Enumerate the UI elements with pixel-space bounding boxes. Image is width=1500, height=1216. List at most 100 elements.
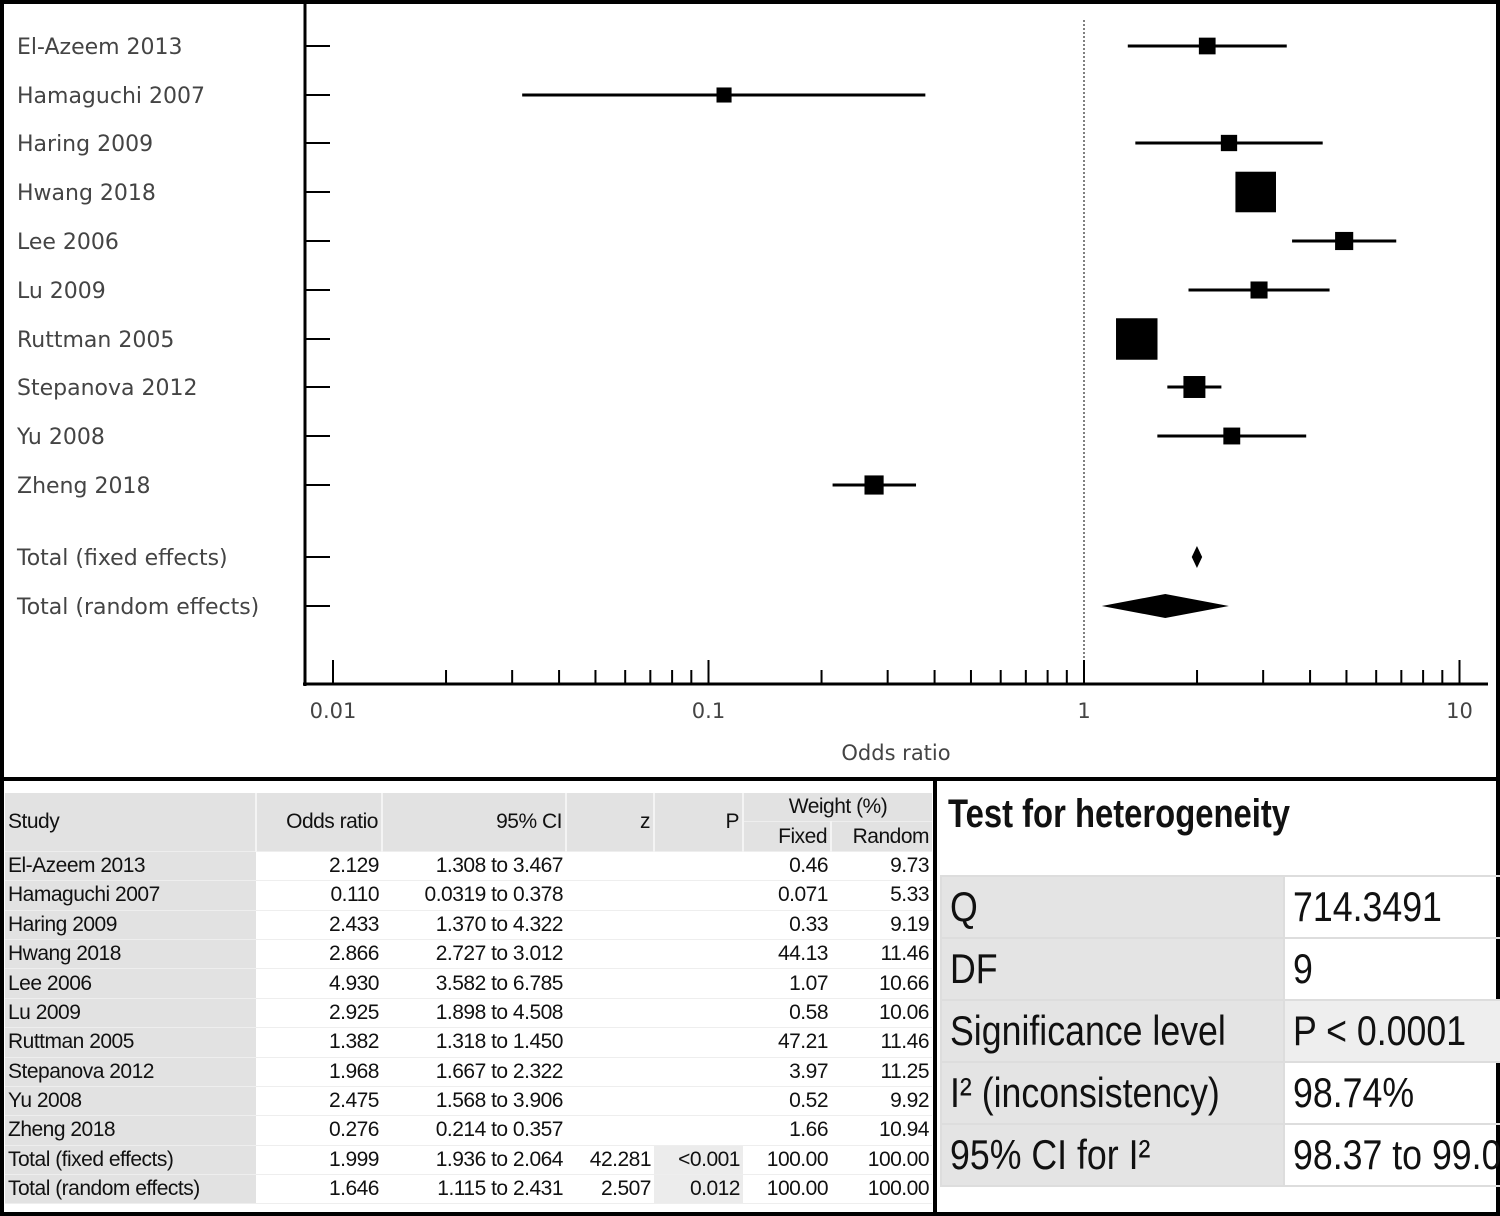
heterogeneity-key: Significance level xyxy=(950,1007,1226,1054)
pooled-diamond xyxy=(1101,594,1229,618)
table-row: Hamaguchi 2007 0.110 0.0319 to 0.378 0.071 5… xyxy=(5,880,932,911)
key-cell: Significance level xyxy=(940,999,1285,1063)
odds-ratio-cell: 0.110 xyxy=(256,880,382,911)
ci-cell: 1.318 to 1.450 xyxy=(382,1027,566,1058)
table-row: Haring 2009 2.433 1.370 to 4.322 0.33 9.19 xyxy=(5,910,932,940)
ci-cell: 2.727 to 3.012 xyxy=(382,939,566,970)
weight-random-cell: 100.00 xyxy=(831,1145,932,1176)
p-cell xyxy=(654,1086,743,1117)
study-cell: Zheng 2018 xyxy=(5,1115,256,1146)
heterogeneity-value: 714.3491 xyxy=(1292,883,1442,930)
table-row: Hwang 2018 2.866 2.727 to 3.012 44.13 11.46 xyxy=(5,939,932,970)
study-label: Hwang 2018 xyxy=(17,181,156,206)
ci-cell: 1.667 to 2.322 xyxy=(382,1057,566,1087)
ci-cell: 1.936 to 2.064 xyxy=(382,1145,566,1176)
weight-fixed-cell: 0.46 xyxy=(743,851,831,882)
heterogeneity-value: 98.74% xyxy=(1292,1069,1414,1116)
z-cell xyxy=(566,910,654,940)
value-cell: 714.3491 xyxy=(1282,875,1500,939)
heterogeneity-table: Q 714.3491 DF 9 Significance level P < 0.0001… xyxy=(940,875,1500,1187)
table-row: Zheng 2018 0.276 0.214 to 0.357 1.66 10.94 xyxy=(5,1115,932,1146)
effect-square xyxy=(1223,427,1241,445)
effect-square xyxy=(864,475,884,495)
header-z: z xyxy=(565,793,654,852)
odds-ratio-cell: 2.866 xyxy=(256,939,382,970)
total-label: Total (fixed effects) xyxy=(16,546,228,571)
value-cell: 9 xyxy=(1282,937,1500,1001)
ci-cell: 1.370 to 4.322 xyxy=(382,910,566,940)
effect-square xyxy=(1250,281,1268,299)
z-cell xyxy=(566,968,654,999)
study-label: Ruttman 2005 xyxy=(17,328,174,353)
study-label: El-Azeem 2013 xyxy=(17,35,183,60)
odds-ratio-cell: 4.930 xyxy=(256,968,382,999)
study-cell: Stepanova 2012 xyxy=(5,1057,256,1087)
heterogeneity-value: 98.37 to 99.02 xyxy=(1292,1131,1500,1178)
study-cell: El-Azeem 2013 xyxy=(5,851,256,882)
effect-square xyxy=(1183,376,1206,398)
study-label: Lee 2006 xyxy=(17,230,119,255)
z-cell xyxy=(566,939,654,970)
ci-cell: 1.898 to 4.508 xyxy=(382,998,566,1029)
ci-cell: 0.0319 to 0.378 xyxy=(382,880,566,911)
divider xyxy=(933,777,937,1216)
odds-ratio-cell: 2.129 xyxy=(256,851,382,882)
key-cell: Q xyxy=(940,875,1285,939)
p-cell xyxy=(654,998,743,1029)
table-row: Lu 2009 2.925 1.898 to 4.508 0.58 10.06 xyxy=(5,998,932,1029)
weight-random-cell: 9.73 xyxy=(831,851,932,882)
z-cell xyxy=(566,1027,654,1058)
forest-plot: 0.01 0.1 1 10 El-Azeem 2013 Hamaguchi 2007 Har… xyxy=(16,0,1488,765)
heterogeneity-value: 9 xyxy=(1292,945,1313,992)
weight-random-cell: 5.33 xyxy=(831,880,932,911)
z-cell xyxy=(566,998,654,1029)
pooled-diamond xyxy=(1191,546,1203,568)
odds-ratio-cell: 1.646 xyxy=(256,1174,382,1205)
x-tick-label: 10 xyxy=(1446,699,1473,723)
weight-fixed-cell: 1.66 xyxy=(743,1115,831,1146)
p-cell xyxy=(654,968,743,999)
heterogeneity-row: Significance level P < 0.0001 xyxy=(940,999,1500,1063)
key-cell: DF xyxy=(940,937,1285,1001)
divider xyxy=(0,777,1500,781)
weight-random-cell: 10.66 xyxy=(831,968,932,999)
heterogeneity-key: DF xyxy=(950,945,998,992)
heterogeneity-key: 95% CI for I² xyxy=(950,1131,1151,1178)
value-cell: P < 0.0001 xyxy=(1282,999,1500,1063)
weight-fixed-cell: 3.97 xyxy=(743,1057,831,1087)
heterogeneity-value: P < 0.0001 xyxy=(1292,1007,1466,1054)
p-cell: <0.001 xyxy=(654,1145,743,1176)
odds-ratio-cell: 0.276 xyxy=(256,1115,382,1146)
ci-cell: 3.582 to 6.785 xyxy=(382,968,566,999)
study-cell: Yu 2008 xyxy=(5,1086,256,1117)
weight-fixed-cell: 0.071 xyxy=(743,880,831,911)
effect-square xyxy=(1335,231,1354,251)
z-cell xyxy=(566,1086,654,1117)
heterogeneity-key: Q xyxy=(950,883,978,930)
odds-ratio-cell: 2.925 xyxy=(256,998,382,1029)
ci-cell: 1.115 to 2.431 xyxy=(382,1174,566,1205)
weight-random-cell: 10.06 xyxy=(831,998,932,1029)
effect-square xyxy=(1198,37,1216,55)
header-odds-ratio: Odds ratio xyxy=(255,793,382,852)
table-row: Ruttman 2005 1.382 1.318 to 1.450 47.21 11.4… xyxy=(5,1027,932,1058)
table-row: Lee 2006 4.930 3.582 to 6.785 1.07 10.66 xyxy=(5,968,932,999)
p-cell xyxy=(654,851,743,882)
header-ci: 95% CI xyxy=(381,793,566,852)
table-row: Total (random effects) 1.646 1.115 to 2.43… xyxy=(5,1174,932,1205)
study-cell: Lu 2009 xyxy=(5,998,256,1029)
x-tick-label: 1 xyxy=(1077,699,1090,723)
ci-cell: 1.308 to 3.467 xyxy=(382,851,566,882)
value-cell: 98.74% xyxy=(1282,1061,1500,1125)
weight-random-cell: 9.19 xyxy=(831,910,932,940)
x-tick-label: 0.1 xyxy=(692,699,725,723)
study-label: Zheng 2018 xyxy=(17,474,150,499)
table-row: Stepanova 2012 1.968 1.667 to 2.322 3.97 11.… xyxy=(5,1057,932,1087)
weight-random-cell: 11.46 xyxy=(831,939,932,970)
effect-square xyxy=(716,87,732,103)
weight-fixed-cell: 47.21 xyxy=(743,1027,831,1058)
heterogeneity-row: DF 9 xyxy=(940,937,1500,1001)
weight-fixed-cell: 0.52 xyxy=(743,1086,831,1117)
z-cell: 2.507 xyxy=(566,1174,654,1205)
